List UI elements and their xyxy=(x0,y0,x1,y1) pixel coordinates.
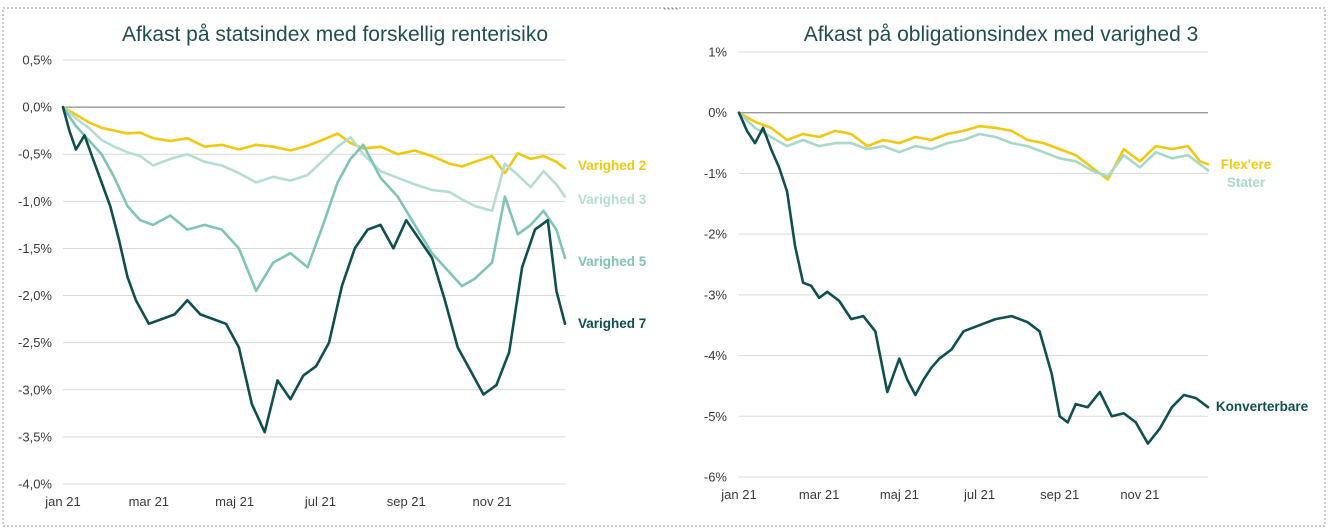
series-line-varighed-5 xyxy=(61,105,567,293)
x-tick-label: jul 21 xyxy=(304,494,336,509)
y-tick-label: 0,5% xyxy=(22,53,52,68)
x-tick-label: sep 21 xyxy=(387,494,426,509)
series-label-konverterbare: Konverterbare xyxy=(1216,399,1309,414)
chart-title: Afkast på statsindex med forskellig rent… xyxy=(122,23,548,46)
x-axis: jan 21 mar 21 maj 21 jul 21 sep 21 nov 21 xyxy=(44,494,511,509)
y-tick-label: 0% xyxy=(708,105,727,120)
y-tick-label: -3% xyxy=(704,287,728,302)
y-tick-label: -6% xyxy=(704,470,728,485)
y-tick-label: -3,5% xyxy=(18,429,52,444)
series-line-varighed-7 xyxy=(61,105,567,434)
chart-statsindex: Afkast på statsindex med forskellig rent… xyxy=(18,23,647,509)
x-tick-label: jan 21 xyxy=(44,494,80,509)
series-group xyxy=(61,105,567,434)
outer-border xyxy=(2,7,1326,527)
series-label-varighed-3: Varighed 3 xyxy=(578,192,647,207)
y-tick-label: -2% xyxy=(704,227,728,242)
series-label-flex-ere: Flex'ere xyxy=(1221,157,1272,172)
x-tick-label: maj 21 xyxy=(215,494,254,509)
y-tick-label: -5% xyxy=(704,409,728,424)
series-label-stater: Stater xyxy=(1227,175,1266,190)
y-tick-label: -1% xyxy=(704,166,728,181)
y-tick-label: -1,5% xyxy=(18,241,52,256)
x-tick-label: maj 21 xyxy=(880,487,919,502)
chart-title: Afkast på obligationsindex med varighed … xyxy=(804,23,1199,46)
x-tick-label: jul 21 xyxy=(963,487,995,502)
series-labels: Flex'ere Stater Konverterbare xyxy=(1216,157,1309,414)
y-tick-label: -4% xyxy=(704,348,728,363)
x-tick-label: mar 21 xyxy=(129,494,169,509)
series-label-varighed-5: Varighed 5 xyxy=(578,254,647,269)
y-tick-label: -2,0% xyxy=(18,288,52,303)
series-line-varighed-2 xyxy=(61,105,567,175)
x-tick-label: nov 21 xyxy=(473,494,512,509)
y-tick-label: -4,0% xyxy=(18,477,52,492)
chart-obligationsindex: Afkast på obligationsindex med varighed … xyxy=(704,23,1309,502)
x-tick-label: mar 21 xyxy=(799,487,839,502)
series-labels: Varighed 2 Varighed 3 Varighed 5 Varighed 7 xyxy=(578,158,647,331)
grid-lines xyxy=(739,51,1208,478)
series-line-konverterbare xyxy=(737,111,1210,445)
series-label-varighed-2: Varighed 2 xyxy=(578,158,646,173)
series-line-stater xyxy=(737,111,1210,178)
y-axis: 0,5% 0,0% -0,5% -1,0% -1,5% -2,0% -2,5% -3,0% -3… xyxy=(18,53,52,492)
series-line-flex-ere xyxy=(737,111,1210,181)
y-tick-label: -2,5% xyxy=(18,335,52,350)
x-tick-label: sep 21 xyxy=(1040,487,1079,502)
y-tick-label: 0,0% xyxy=(22,100,52,115)
series-label-varighed-7: Varighed 7 xyxy=(578,316,646,331)
grid-lines xyxy=(63,59,565,485)
y-tick-label: -0,5% xyxy=(18,147,52,162)
x-tick-label: jan 21 xyxy=(720,487,756,502)
series-line-varighed-3 xyxy=(61,105,567,213)
x-tick-label: nov 21 xyxy=(1120,487,1159,502)
y-tick-label: 1% xyxy=(708,45,727,60)
series-group xyxy=(737,111,1210,445)
x-axis: jan 21 mar 21 maj 21 jul 21 sep 21 nov 21 xyxy=(720,487,1159,502)
y-axis: 1% 0% -1% -2% -3% -4% -5% -6% xyxy=(704,45,728,485)
y-tick-label: -1,0% xyxy=(18,194,52,209)
y-tick-label: -3,0% xyxy=(18,382,52,397)
